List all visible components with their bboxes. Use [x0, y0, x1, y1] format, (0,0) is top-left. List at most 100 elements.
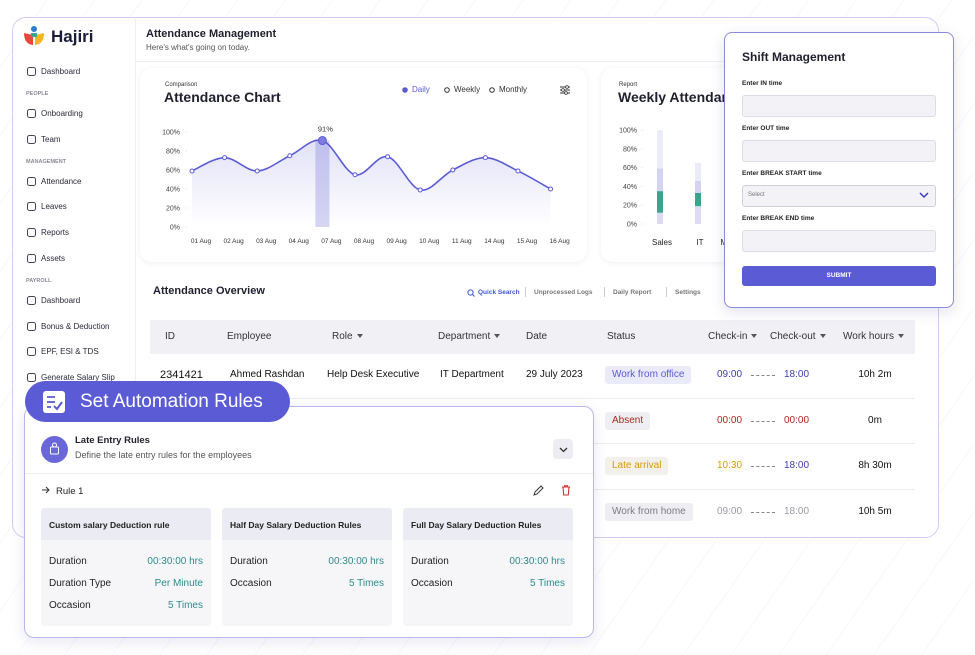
toolbar-action[interactable]: Settings — [675, 289, 701, 296]
edit-icon[interactable] — [533, 485, 544, 496]
toggle-radio — [489, 87, 495, 93]
rule-name: Rule 1 — [56, 486, 84, 497]
check-out: 18:00 — [784, 369, 810, 380]
select[interactable]: Select — [742, 185, 936, 207]
point — [385, 154, 391, 160]
column-header[interactable]: Check-out — [770, 331, 816, 342]
data-label: 91% — [318, 125, 333, 134]
toggle[interactable]: Daily — [412, 85, 430, 94]
nav-icon — [27, 347, 36, 357]
nav-item[interactable]: Leaves — [41, 202, 67, 212]
page-subtitle: Here's what's going on today. — [146, 43, 250, 52]
logo-left — [24, 33, 33, 45]
column-header[interactable]: Work hours — [843, 331, 894, 342]
nav-item[interactable]: Attendance — [41, 176, 82, 186]
chart-title: Weekly Attendance — [618, 89, 746, 105]
y-tick-label: 0% — [170, 225, 180, 232]
nav-item[interactable]: Team — [41, 134, 61, 144]
toggle[interactable]: Monthly — [499, 85, 528, 94]
nav-item[interactable]: Dashboard — [41, 67, 81, 76]
bar-segment — [657, 168, 663, 192]
chevron — [919, 192, 929, 199]
chart-title: Attendance Chart — [164, 89, 281, 105]
rule-card: Full Day Salary Deduction Rules Duration 0… — [403, 508, 573, 626]
text-input[interactable] — [742, 230, 936, 252]
x-tick-label: 16 Aug — [549, 238, 570, 245]
nav-icon — [27, 295, 36, 305]
header-divider — [136, 61, 938, 62]
nav-icon — [27, 176, 36, 186]
nav-item[interactable]: Assets — [41, 253, 66, 263]
x-tick-label: 04 Aug — [289, 238, 310, 245]
rule-card-title: Full Day Salary Deduction Rules — [411, 520, 542, 530]
rule-title: Late Entry Rules — [75, 435, 150, 446]
rule-desc: Define the late entry rules for the empl… — [75, 450, 252, 460]
point — [189, 168, 195, 174]
cell-employee: Ahmed Rashdan — [230, 369, 305, 380]
nav-icon — [27, 321, 36, 331]
point — [352, 172, 358, 178]
nav-icon-shape — [27, 321, 36, 331]
column-header[interactable]: Role — [332, 331, 353, 342]
text-input[interactable] — [742, 95, 936, 117]
rule-key: Duration — [411, 556, 449, 567]
toolbar-action[interactable]: Quick Search — [478, 289, 520, 296]
toggle-dot — [444, 87, 450, 93]
y-tick-label: 0% — [627, 222, 637, 229]
column-header[interactable]: Department — [438, 331, 491, 342]
nav-item[interactable]: EPF, ESI & TDS — [41, 347, 99, 357]
nav-icon-shape — [27, 253, 36, 263]
filter-knob — [565, 85, 569, 89]
badge-icon — [43, 391, 65, 413]
nav-icon-shape — [27, 67, 36, 76]
caret — [897, 334, 904, 338]
delete-icon[interactable] — [561, 485, 571, 496]
bar-segment — [695, 192, 701, 207]
rule-card-head — [41, 508, 211, 540]
text-input[interactable] — [742, 140, 936, 162]
y-tick-label: 80% — [166, 149, 180, 156]
nav-item[interactable]: Generate Salary Slip — [41, 372, 115, 382]
y-tick-label: 60% — [623, 165, 637, 172]
search-icon — [467, 289, 475, 297]
separator — [666, 287, 667, 297]
badge-label: Set Automation Rules — [80, 391, 263, 412]
point — [515, 168, 521, 174]
rule-key: Duration Type — [49, 578, 112, 589]
y-tick-label: 100% — [619, 128, 637, 135]
work-hours: 10h 2m — [858, 369, 892, 380]
automation-panel: Late Entry Rules Define the late entry ru… — [24, 406, 594, 638]
time-dash — [751, 466, 775, 468]
nav-icon — [27, 134, 36, 144]
toggle[interactable]: Weekly — [454, 85, 481, 94]
logo-mid — [31, 33, 37, 37]
nav-icon — [27, 372, 36, 382]
point — [450, 167, 456, 173]
field-label: Enter OUT time — [742, 125, 790, 132]
nav-item[interactable]: Onboarding — [41, 109, 83, 118]
toolbar-action[interactable]: Unprocessed Logs — [534, 289, 593, 296]
nav-item[interactable]: Dashboard — [41, 295, 81, 305]
time-dash — [751, 375, 775, 376]
caret — [751, 334, 758, 338]
rule-value: 5 Times — [167, 600, 203, 611]
nav-item[interactable]: Bonus & Deduction — [41, 321, 110, 331]
column-header: ID — [165, 331, 175, 342]
check-out: 00:00 — [784, 414, 810, 426]
toolbar-action[interactable]: Daily Report — [613, 289, 652, 296]
y-tick-label: 20% — [166, 206, 180, 213]
rule-key: Duration — [230, 556, 268, 567]
column-header[interactable]: Check-in — [708, 331, 748, 342]
rule-card: Custom salary Deduction rule Duration 00:3… — [41, 508, 211, 626]
y-tick-label: 80% — [623, 146, 637, 153]
rule-key: Occasion — [411, 578, 453, 589]
collapse-button[interactable] — [553, 439, 573, 459]
nav-icon-shape — [27, 176, 36, 186]
rule-card: Half Day Salary Deduction Rules Duration 0… — [222, 508, 392, 626]
nav-item[interactable]: Reports — [41, 228, 70, 238]
toggle-dot — [402, 87, 408, 93]
submit-button[interactable]: SUBMIT — [742, 266, 936, 286]
column-header: Date — [526, 331, 548, 342]
rule-card-head — [403, 508, 573, 540]
work-hours: 0m — [868, 414, 882, 426]
